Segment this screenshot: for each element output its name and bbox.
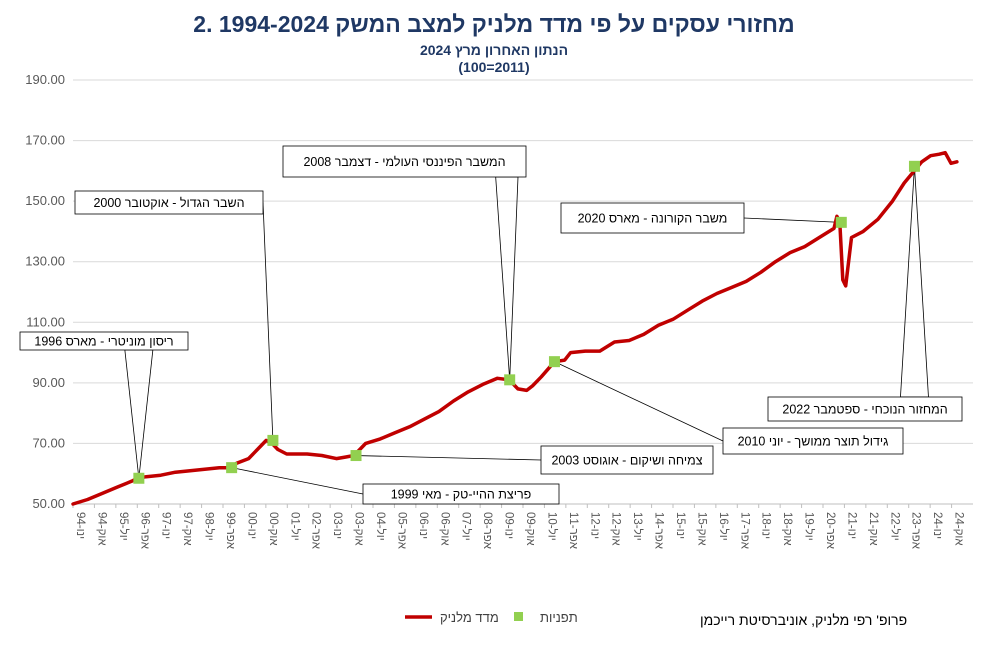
turning-point-marker bbox=[350, 450, 362, 462]
x-tick-label: אפר-05 bbox=[395, 512, 407, 550]
y-tick-label: 190.00 bbox=[25, 72, 65, 87]
y-axis: 50.00 70.00 90.00 110.00 130.00 150.00 170.00 1… bbox=[25, 72, 65, 511]
chart-title: 2. מחזורי עסקים על פי מדד מלניק למצב המש… bbox=[193, 11, 794, 37]
turning-point-marker bbox=[908, 160, 920, 172]
annotation-box bbox=[19, 331, 189, 351]
x-tick-label: אפר-02 bbox=[310, 512, 322, 550]
x-tick-label: אפר-96 bbox=[138, 512, 150, 550]
turning-point-marker bbox=[835, 216, 847, 228]
annotation-leader bbox=[495, 176, 519, 380]
x-tick-label: יול-19 bbox=[803, 512, 816, 541]
annotation-label: משבר הקורונה - מארס 2020 bbox=[578, 212, 728, 226]
annotation-box bbox=[362, 483, 560, 505]
x-tick-label: אפר-23 bbox=[910, 512, 922, 550]
legend: מדד מלניק תפניות bbox=[405, 610, 578, 625]
turning-point-marker bbox=[133, 472, 145, 484]
y-tick-label: 150.00 bbox=[25, 193, 65, 208]
x-tick-label: יול-95 bbox=[117, 512, 130, 541]
author-credit: פרופ' רפי מלניק, אוניברסיטת רייכמן bbox=[700, 612, 907, 628]
annotation-label: גידול תוצר ממושך - יוני 2010 bbox=[738, 435, 889, 449]
x-tick-label: אוק-12 bbox=[610, 512, 622, 546]
y-tick-label: 90.00 bbox=[32, 375, 65, 390]
x-tick-label: יול-04 bbox=[374, 512, 387, 541]
x-tick-label: ינו-06 bbox=[417, 512, 429, 539]
legend-label-index: מדד מלניק bbox=[440, 610, 499, 625]
x-axis: ינו-94 אוק-94 יול-95 אפר-96 ינו-97 אוק-97 יול-… bbox=[72, 504, 965, 550]
x-tick-label: יול-22 bbox=[888, 512, 901, 541]
chart-subtitle-base: (100=2011) bbox=[458, 59, 529, 75]
turning-point-markers bbox=[133, 160, 920, 484]
x-tick-label: יול-10 bbox=[545, 512, 558, 541]
annotation-label: פריצת ההיי-טק - מאי 1999 bbox=[391, 488, 532, 502]
x-tick-label: ינו-00 bbox=[245, 512, 257, 539]
y-tick-label: 110.00 bbox=[26, 314, 65, 329]
turning-point-marker bbox=[267, 434, 279, 446]
annotation-leader bbox=[262, 202, 274, 441]
y-tick-label: 70.00 bbox=[32, 435, 65, 450]
x-tick-label: יול-01 bbox=[288, 512, 301, 541]
x-tick-label: אוק-15 bbox=[695, 512, 707, 546]
annotation-label: השבר הגדול - אוקטובר 2000 bbox=[93, 196, 244, 210]
chart-subtitle-last-data: הנתון האחרון מרץ 2024 bbox=[420, 42, 568, 58]
annotation-leader bbox=[231, 467, 364, 495]
annotations: ריסון מוניטרי - מארס 1996 פריצת ההיי-טק -… bbox=[19, 145, 963, 505]
y-tick-label: 130.00 bbox=[25, 254, 65, 269]
annotation-box bbox=[540, 445, 714, 475]
x-tick-label: אפר-08 bbox=[481, 512, 493, 550]
x-tick-label: אוק-06 bbox=[438, 512, 450, 546]
annotation-leader bbox=[124, 349, 154, 479]
turning-point-marker bbox=[548, 356, 560, 368]
legend-marker-swatch bbox=[514, 612, 523, 621]
annotation-leader bbox=[743, 217, 842, 223]
x-tick-label: ינו-97 bbox=[160, 512, 172, 539]
turning-point-marker bbox=[226, 462, 238, 474]
annotation-box bbox=[282, 145, 527, 178]
x-tick-label: יול-07 bbox=[460, 512, 473, 541]
x-tick-label: אפר-11 bbox=[567, 512, 579, 550]
annotation-box bbox=[74, 190, 264, 215]
x-tick-label: אפר-99 bbox=[224, 512, 236, 550]
x-tick-label: אפר-14 bbox=[653, 512, 665, 550]
x-tick-label: ינו-18 bbox=[760, 512, 772, 539]
x-tick-label: אוק-97 bbox=[181, 512, 193, 546]
annotation-box bbox=[560, 202, 745, 234]
x-tick-label: ינו-12 bbox=[588, 512, 600, 539]
annotation-label: ריסון מוניטרי - מארס 1996 bbox=[34, 335, 173, 349]
x-tick-label: ינו-21 bbox=[845, 512, 857, 539]
x-tick-label: אוק-09 bbox=[524, 512, 536, 546]
y-tick-label: 170.00 bbox=[25, 133, 65, 148]
annotation-leader bbox=[356, 455, 542, 461]
x-tick-label: אוק-24 bbox=[953, 512, 965, 546]
x-tick-label: יול-13 bbox=[631, 512, 644, 541]
annotation-label: צמיחה ושיקום - אוגוסט 2003 bbox=[551, 454, 702, 468]
annotation-box bbox=[722, 427, 904, 455]
x-tick-label: ינו-09 bbox=[503, 512, 515, 539]
x-tick-label: ינו-15 bbox=[674, 512, 686, 539]
x-tick-label: אוק-18 bbox=[781, 512, 793, 546]
x-tick-label: ינו-24 bbox=[931, 512, 943, 539]
annotation-leader bbox=[554, 361, 724, 442]
x-tick-label: אוק-94 bbox=[95, 512, 107, 546]
x-tick-label: יול-98 bbox=[203, 512, 216, 541]
x-tick-label: יול-16 bbox=[717, 512, 730, 541]
x-tick-label: אוק-00 bbox=[267, 512, 279, 546]
annotation-box bbox=[767, 396, 963, 422]
x-tick-label: אוק-03 bbox=[353, 512, 365, 546]
x-tick-label: אפר-20 bbox=[824, 512, 836, 550]
x-tick-label: אוק-21 bbox=[867, 512, 879, 546]
x-tick-label: ינו-03 bbox=[331, 512, 343, 539]
annotation-label: המשבר הפיננסי העולמי - דצמבר 2008 bbox=[303, 155, 505, 169]
x-tick-label: אפר-17 bbox=[738, 512, 750, 550]
legend-label-turning-points: תפניות bbox=[540, 610, 578, 625]
x-tick-label: ינו-94 bbox=[74, 512, 86, 539]
annotation-label: המחזור הנוכחי - ספטמבר 2022 bbox=[782, 403, 947, 417]
turning-point-marker bbox=[504, 374, 516, 386]
y-tick-label: 50.00 bbox=[32, 496, 65, 511]
